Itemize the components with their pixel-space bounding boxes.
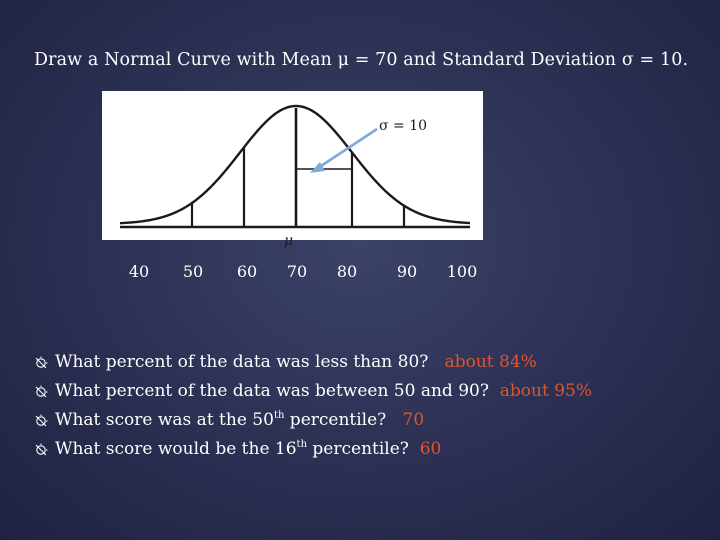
normal-curve-panel (102, 91, 483, 240)
answer-text: about 84% (444, 352, 537, 372)
sun-circle-icon (35, 385, 48, 398)
question-item: What score would be the 16th percentile?… (34, 435, 592, 464)
question-item: What percent of the data was less than 8… (34, 348, 592, 377)
sun-circle-icon (35, 356, 48, 369)
answer-text: 60 (419, 439, 442, 459)
ordinal-suffix: th (273, 410, 285, 421)
question-text: What score was at the 50 (55, 410, 274, 430)
bell-curve (119, 104, 471, 225)
sun-circle-icon (35, 414, 48, 427)
tick-label: 60 (236, 262, 258, 281)
sigma-arrow (317, 127, 378, 170)
question-text: percentile? (307, 439, 409, 459)
slide-title: Draw a Normal Curve with Mean μ = 70 and… (34, 50, 689, 70)
answer-text: 70 (402, 410, 425, 430)
sun-circle-icon (35, 443, 48, 456)
mu-label: μ (284, 233, 294, 249)
ordinal-suffix: th (296, 439, 308, 450)
tick-label: 40 (128, 262, 150, 281)
sigma-arrowhead (310, 162, 325, 173)
tick-label: 70 (286, 262, 308, 281)
answer-text: about 95% (499, 381, 593, 401)
tick-label: 80 (336, 262, 358, 281)
sigma-label: σ = 10 (379, 118, 428, 134)
question-text: What score would be the 16 (55, 439, 297, 459)
question-list: What percent of the data was less than 8… (34, 348, 592, 464)
question-item: What percent of the data was between 50 … (34, 377, 592, 406)
sd-lines (190, 108, 406, 227)
question-text: percentile? (284, 410, 387, 430)
question-text: What percent of the data was between 50 … (55, 381, 489, 401)
question-text: What percent of the data was less than 8… (55, 352, 429, 372)
question-item: What score was at the 50th percentile? 7… (34, 406, 592, 435)
tick-label: 100 (446, 262, 478, 281)
tick-label: 50 (182, 262, 204, 281)
tick-label: 90 (396, 262, 418, 281)
normal-curve-diagram (119, 104, 471, 229)
